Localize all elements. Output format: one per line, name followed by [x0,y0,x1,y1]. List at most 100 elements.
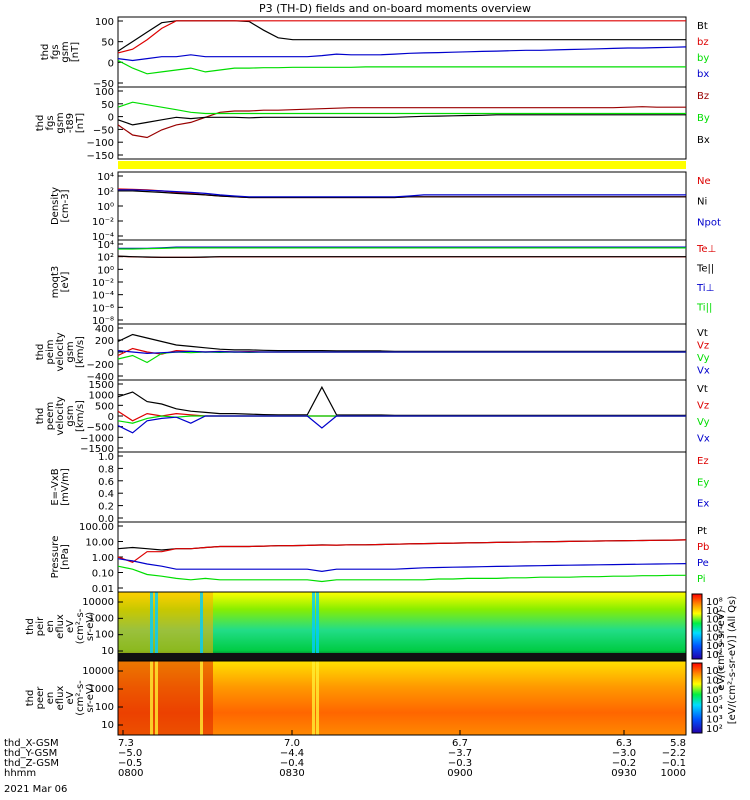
colorbar-tick-label: 10⁶ [706,615,723,626]
y-axis-label: thd peim velocity gsm [km/s] [35,332,86,371]
legend-entry: Pi [697,574,706,585]
x-tick-label: 6.3 [616,738,632,749]
legend-entry: Ey [697,477,709,488]
panel-8: 100.00 10.00 1.00 0.10 0.01 Pt Pb Pe Pi Pressure[… [50,521,709,595]
y-axis-label-line: [nPa] [60,544,71,570]
legend-entry: Te⊥ [696,244,716,255]
y-tick-label: 10⁻² [92,217,114,228]
y-axis-label-line: peem [45,402,56,430]
series-line-Npot [118,189,686,198]
y-axis-label: thd peer en eflux eV (cm²-s-sr-eV) [25,680,96,716]
spectrogram-lowband [118,653,686,661]
y-tick-label: 100 [95,87,114,98]
y-tick-label: 10000 [82,666,114,677]
y-tick-label: 0.0 [98,514,114,525]
series-line-by [117,59,686,75]
y-axis-label-line: peim [45,339,56,364]
colorbar-tick-label: 10⁸ [706,597,723,608]
colorbar-label-upper: eV/(cm²-s-sr-eV) [716,609,727,690]
y-axis-label-line: [km/s] [75,336,86,368]
colorbar-tick-label: 10² [706,724,723,735]
legend-entry: Bx [697,135,710,146]
y-axis-label-line: peer [35,686,46,710]
y-axis-label-line: gsm [60,41,71,62]
y-axis-label-line: peir [35,616,46,636]
series-line-Bx [117,114,686,126]
y-axis-label-line: [nT] [75,113,86,133]
y-tick-label: 1.0 [98,452,114,463]
y-tick-label: 1000 [89,613,114,624]
x-row-label: thd_Z-GSM [4,758,59,769]
y-tick-label: 10⁴ [97,240,114,251]
series-line-Ti⊥ [118,246,686,249]
y-tick-label: −200 [87,360,114,371]
spectrogram-region [118,592,213,661]
colorbar-tick-label: 10⁸ [706,666,723,677]
x-tick-label: 7.3 [118,738,134,749]
y-tick-label: 0.6 [98,477,114,488]
y-axis-label-line: en [45,692,56,705]
legend-entry: by [697,53,709,64]
legend-entry: Bt [697,21,708,32]
y-axis-label-line: eV [65,620,76,633]
y-axis-label: thd fgs gsm -t89 [nT] [35,112,86,133]
y-axis-label-line: E=-VxB [50,468,61,505]
legend-entry: bx [697,69,709,80]
y-axis-label-line: eflux [55,686,66,711]
y-tick-label: 10⁻⁸ [92,316,114,327]
y-tick-label: 100.00 [79,522,114,533]
legend-entry: Ez [697,456,709,467]
y-tick-label: −50 [93,79,114,90]
y-tick-label: 10 [101,720,114,731]
colorbar-label-upper-text: eV/(cm²-s-sr-eV) [716,609,727,690]
y-axis-label-line: gsm [65,405,76,426]
x-tick-label: 6.7 [452,738,468,749]
y-tick-label: 1000 [89,391,114,402]
colorbar-tick-label: 10⁴ [706,705,723,716]
y-tick-label: −50 [93,125,114,136]
spectrogram-stripe [155,661,158,735]
colorbar-tick-label: 10⁵ [706,624,723,635]
y-tick-label: 10000 [82,597,114,608]
y-tick-label: 10⁴ [97,172,114,183]
legend-entry: Te|| [696,264,714,275]
spectrogram-region [118,661,213,735]
colorbar-tick-label: 10⁷ [706,606,723,617]
y-axis-label-line: en [45,620,56,633]
y-tick-label: 10⁻² [92,278,114,289]
y-axis-label-line: gsm [55,112,66,133]
colorbar-tick-label: 10⁶ [706,685,723,696]
y-tick-label: 400 [95,324,114,335]
x-tick-label: −5.0 [118,748,142,759]
series-line-Pe [117,558,687,573]
y-tick-label: 0.8 [98,464,114,475]
yellow-status-bar [118,161,686,169]
y-tick-label: 100 [95,702,114,713]
legend-entry: Ti|| [696,303,712,314]
panel-3: 10⁴ 10² 10⁰ 10⁻² 10⁻⁴ Ne Ni Npot Density [cm-3] [50,171,721,243]
y-axis-label-line: thd [35,408,46,425]
y-tick-label: 100 [95,17,114,28]
y-tick-label: 10² [97,187,114,198]
x-tick-label: −0.2 [612,758,636,769]
y-axis-label-line: moqt3 [50,266,61,299]
spectrogram-stripe [312,592,315,661]
y-tick-label: −1000 [80,433,114,444]
colorbar [691,662,703,734]
y-tick-label: 10⁻⁴ [92,232,114,243]
y-axis-label-line: Density [50,187,61,225]
legend-entry: Vz [697,401,709,412]
y-tick-label: 50 [101,38,114,49]
legend-entry: Vy [697,353,710,364]
date-label: 2021 Mar 06 [4,784,67,795]
y-axis-label: thd peir en eflux eV (cm²-s-sr-eV) [25,608,96,644]
series-line-Vx [117,350,686,355]
x-tick-label: 0900 [447,768,472,779]
x-tick-label: 0830 [279,768,304,779]
legend-entry: Npot [697,217,721,228]
y-tick-label: 10.00 [85,538,114,549]
